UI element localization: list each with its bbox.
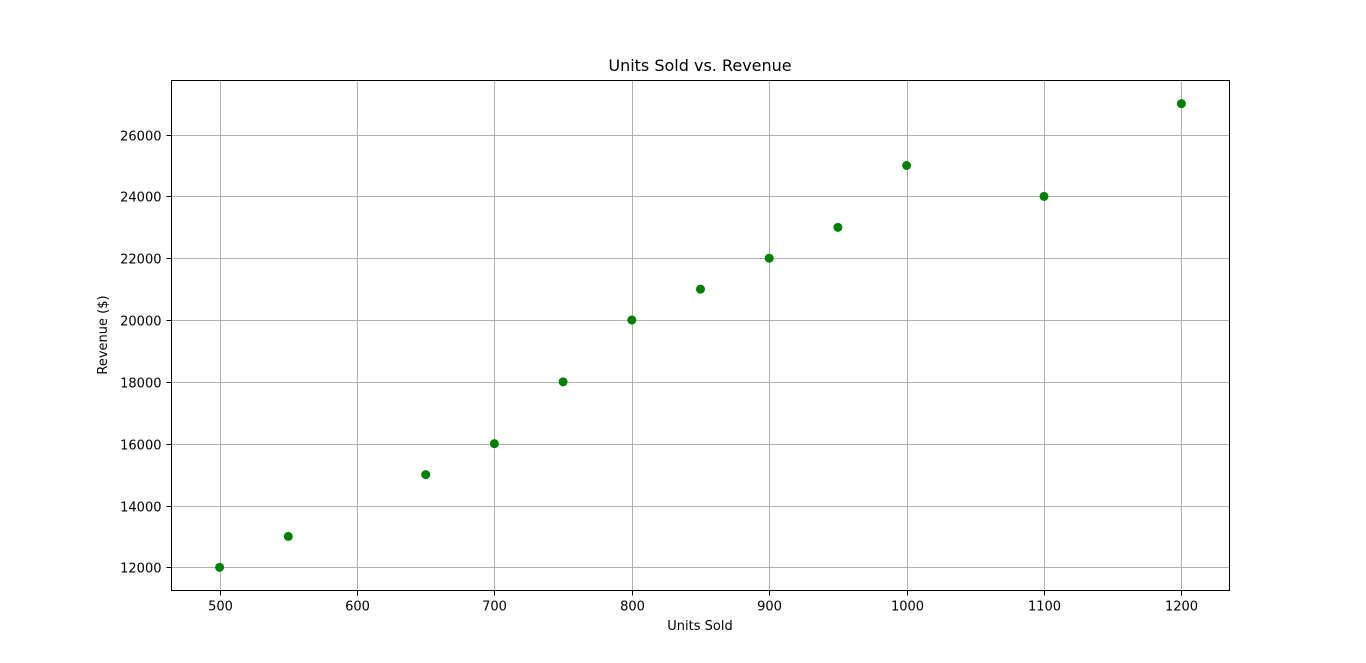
grid-lines <box>171 80 1230 591</box>
axis-ticks: 500 600 700 800 900 1000 1100 1200 12000 14000 160… <box>120 130 1198 615</box>
data-point <box>902 161 912 170</box>
y-tick-label: 26000 <box>120 130 161 145</box>
y-tick-label: 20000 <box>120 315 161 330</box>
plot-area-frame <box>171 80 1230 591</box>
y-tick-label: 22000 <box>120 253 161 268</box>
y-tick-label: 18000 <box>120 377 161 392</box>
data-point <box>627 315 637 325</box>
data-point <box>833 222 843 232</box>
data-point <box>764 253 774 263</box>
x-tick-label: 1200 <box>1165 600 1198 615</box>
x-tick-label: 600 <box>345 600 370 615</box>
x-tick-label: 900 <box>757 600 782 615</box>
data-point <box>1176 99 1186 109</box>
data-point <box>489 439 499 449</box>
chart-title: Units Sold vs. Revenue <box>608 56 791 75</box>
x-tick-label: 800 <box>620 600 645 615</box>
data-point <box>283 531 293 541</box>
x-axis-label: Units Sold <box>667 619 732 634</box>
data-point <box>1039 191 1049 201</box>
y-tick-label: 16000 <box>120 439 161 454</box>
y-tick-label: 14000 <box>120 501 161 516</box>
x-tick-label: 700 <box>482 600 507 615</box>
x-tick-label: 500 <box>208 600 233 615</box>
y-axis-label: Revenue ($) <box>96 295 111 374</box>
data-point <box>558 377 568 387</box>
data-point <box>696 284 705 294</box>
data-point <box>215 562 225 572</box>
x-tick-label: 1100 <box>1028 600 1061 615</box>
y-tick-label: 24000 <box>120 191 161 206</box>
y-tick-label: 12000 <box>120 562 161 577</box>
data-points <box>215 99 1186 572</box>
data-point <box>421 470 431 480</box>
x-tick-label: 1000 <box>891 600 924 615</box>
